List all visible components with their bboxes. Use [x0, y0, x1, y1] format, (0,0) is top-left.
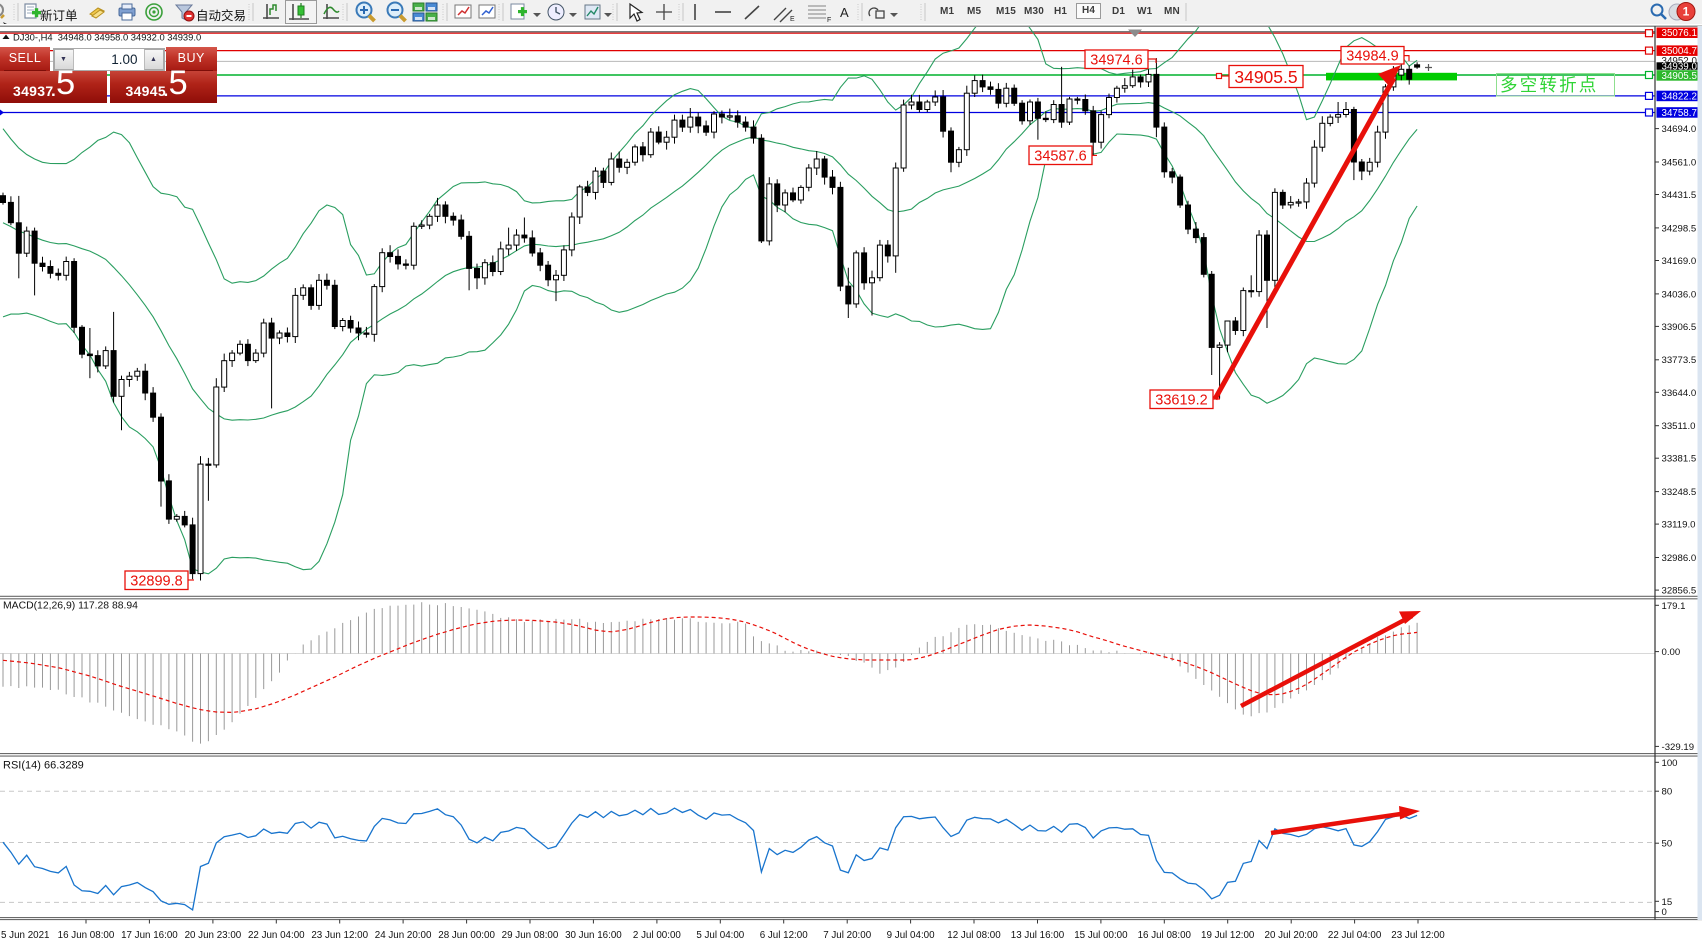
svg-text:34169.0: 34169.0: [1662, 256, 1697, 267]
svg-text:34905.5: 34905.5: [1234, 67, 1297, 87]
svg-text:MACD(12,26,9) 117.28 88.94: MACD(12,26,9) 117.28 88.94: [3, 601, 138, 612]
svg-text:1: 1: [1683, 5, 1690, 19]
svg-text:34758.7: 34758.7: [1662, 108, 1697, 119]
svg-text:20 Jul 20:00: 20 Jul 20:00: [1265, 930, 1319, 941]
svg-text:33119.0: 33119.0: [1662, 520, 1696, 531]
svg-text:34905.5: 34905.5: [1662, 71, 1698, 82]
svg-text:23 Jun 12:00: 23 Jun 12:00: [311, 930, 368, 941]
svg-text:33773.5: 33773.5: [1662, 355, 1697, 366]
svg-text:35076.1: 35076.1: [1662, 28, 1697, 39]
svg-text:35004.7: 35004.7: [1662, 46, 1697, 57]
svg-text:0.00: 0.00: [1662, 647, 1681, 658]
svg-text:34984.9: 34984.9: [1346, 48, 1398, 64]
svg-text:50: 50: [1662, 839, 1673, 850]
svg-text:32899.8: 32899.8: [130, 573, 182, 589]
svg-text:34952.0: 34952.0: [1662, 56, 1698, 67]
svg-text:15 Jul 00:00: 15 Jul 00:00: [1074, 930, 1128, 941]
svg-text:5 Jun 2021: 5 Jun 2021: [1, 930, 49, 941]
svg-text:80: 80: [1662, 787, 1673, 798]
svg-text:DJ30-,H4 34948.0 34958.0 3493: DJ30-,H4 34948.0 34958.0 34932.0 34939.0: [13, 31, 201, 42]
svg-text:RSI(14) 66.3289: RSI(14) 66.3289: [3, 760, 84, 772]
svg-text:34298.5: 34298.5: [1662, 223, 1697, 234]
svg-text:179.1: 179.1: [1662, 601, 1686, 612]
svg-text:34939.0: 34939.0: [1662, 62, 1698, 73]
svg-text:34431.5: 34431.5: [1662, 190, 1697, 201]
svg-text:33381.5: 33381.5: [1662, 454, 1697, 465]
svg-text:20 Jun 23:00: 20 Jun 23:00: [185, 930, 242, 941]
svg-text:12 Jul 08:00: 12 Jul 08:00: [947, 930, 1001, 941]
svg-text:16 Jun 08:00: 16 Jun 08:00: [58, 930, 115, 941]
svg-text:24 Jun 20:00: 24 Jun 20:00: [375, 930, 432, 941]
svg-text:6 Jul 12:00: 6 Jul 12:00: [760, 930, 808, 941]
svg-text:33906.5: 33906.5: [1662, 322, 1697, 333]
svg-text:22 Jun 04:00: 22 Jun 04:00: [248, 930, 305, 941]
svg-text:19 Jul 12:00: 19 Jul 12:00: [1201, 930, 1255, 941]
svg-text:7 Jul 20:00: 7 Jul 20:00: [823, 930, 871, 941]
svg-text:34822.2: 34822.2: [1662, 91, 1697, 102]
svg-text:34036.0: 34036.0: [1662, 289, 1697, 300]
svg-text:F: F: [827, 17, 831, 24]
svg-text:5 Jul 04:00: 5 Jul 04:00: [696, 930, 744, 941]
svg-text:23 Jul 12:00: 23 Jul 12:00: [1391, 930, 1445, 941]
svg-text:9 Jul 04:00: 9 Jul 04:00: [887, 930, 935, 941]
svg-text:13 Jul 16:00: 13 Jul 16:00: [1011, 930, 1065, 941]
svg-text:2 Jul 00:00: 2 Jul 00:00: [633, 930, 681, 941]
svg-text:22 Jul 04:00: 22 Jul 04:00: [1328, 930, 1382, 941]
svg-text:30 Jun 16:00: 30 Jun 16:00: [565, 930, 622, 941]
svg-text:28 Jun 00:00: 28 Jun 00:00: [438, 930, 495, 941]
svg-text:34587.6: 34587.6: [1034, 148, 1086, 164]
svg-text:32986.0: 32986.0: [1662, 553, 1697, 564]
svg-text:17 Jun 16:00: 17 Jun 16:00: [121, 930, 178, 941]
svg-text:A: A: [840, 5, 849, 20]
svg-text:16 Jul 08:00: 16 Jul 08:00: [1138, 930, 1192, 941]
svg-text:34694.0: 34694.0: [1662, 124, 1697, 135]
svg-text:29 Jun 08:00: 29 Jun 08:00: [502, 930, 559, 941]
svg-text:-329.19: -329.19: [1662, 742, 1695, 753]
svg-text:E: E: [790, 16, 795, 23]
svg-text:34974.6: 34974.6: [1090, 52, 1142, 68]
svg-text:32856.5: 32856.5: [1662, 586, 1697, 597]
svg-text:0: 0: [1662, 907, 1667, 918]
svg-text:33511.0: 33511.0: [1662, 421, 1696, 432]
svg-text:100: 100: [1662, 758, 1678, 769]
svg-text:33248.5: 33248.5: [1662, 487, 1697, 498]
svg-text:34561.0: 34561.0: [1662, 158, 1697, 169]
svg-text:15: 15: [1662, 897, 1673, 908]
svg-text:33644.0: 33644.0: [1662, 388, 1697, 399]
svg-text:33619.2: 33619.2: [1155, 392, 1207, 408]
svg-text:多空转折点: 多空转折点: [1500, 75, 1599, 95]
